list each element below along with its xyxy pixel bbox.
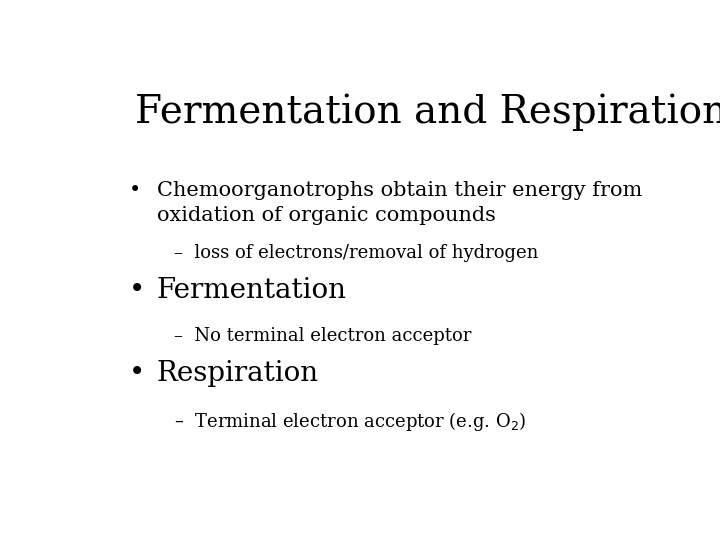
Text: Respiration: Respiration <box>157 360 319 387</box>
Text: •: • <box>129 181 141 200</box>
Text: –  Terminal electron acceptor (e.g. O$_2$): – Terminal electron acceptor (e.g. O$_2$… <box>174 410 526 433</box>
Text: –  loss of electrons/removal of hydrogen: – loss of electrons/removal of hydrogen <box>174 244 538 261</box>
Text: Fermentation and Respiration: Fermentation and Respiration <box>135 94 720 131</box>
Text: •: • <box>129 277 145 304</box>
Text: Chemoorganotrophs obtain their energy from
oxidation of organic compounds: Chemoorganotrophs obtain their energy fr… <box>157 181 642 225</box>
Text: –  No terminal electron acceptor: – No terminal electron acceptor <box>174 327 471 345</box>
Text: •: • <box>129 360 145 387</box>
Text: Fermentation: Fermentation <box>157 277 347 304</box>
